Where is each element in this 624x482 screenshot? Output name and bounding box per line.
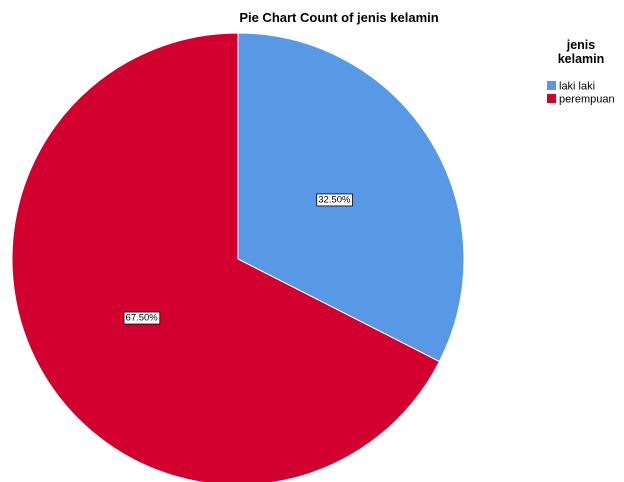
legend-item-perempuan: perempuan [547, 94, 615, 106]
legend-swatch [547, 94, 556, 103]
pie-slice-perempuan [11, 32, 441, 482]
data-label-box [316, 193, 353, 207]
legend-swatch [547, 81, 556, 90]
pie-data-labels: 32.50% 67.50% [123, 193, 353, 325]
legend-item-laki-laki: laki laki [547, 81, 595, 93]
legend-label: laki laki [559, 81, 595, 93]
data-label-perempuan: 67.50% [123, 311, 161, 325]
legend-label: perempuan [559, 94, 615, 106]
data-label-laki-laki: 32.50% [316, 193, 353, 207]
chart-title: Pie Chart Count of jenis kelamin [239, 10, 438, 25]
legend-title-line-2: kelamin [558, 52, 605, 66]
data-label-text: 32.50% [318, 194, 351, 205]
data-label-box [123, 311, 161, 325]
legend-title-line-1: jenis [566, 38, 596, 52]
data-label-text: 67.50% [126, 313, 159, 324]
pie-slices [11, 32, 465, 482]
